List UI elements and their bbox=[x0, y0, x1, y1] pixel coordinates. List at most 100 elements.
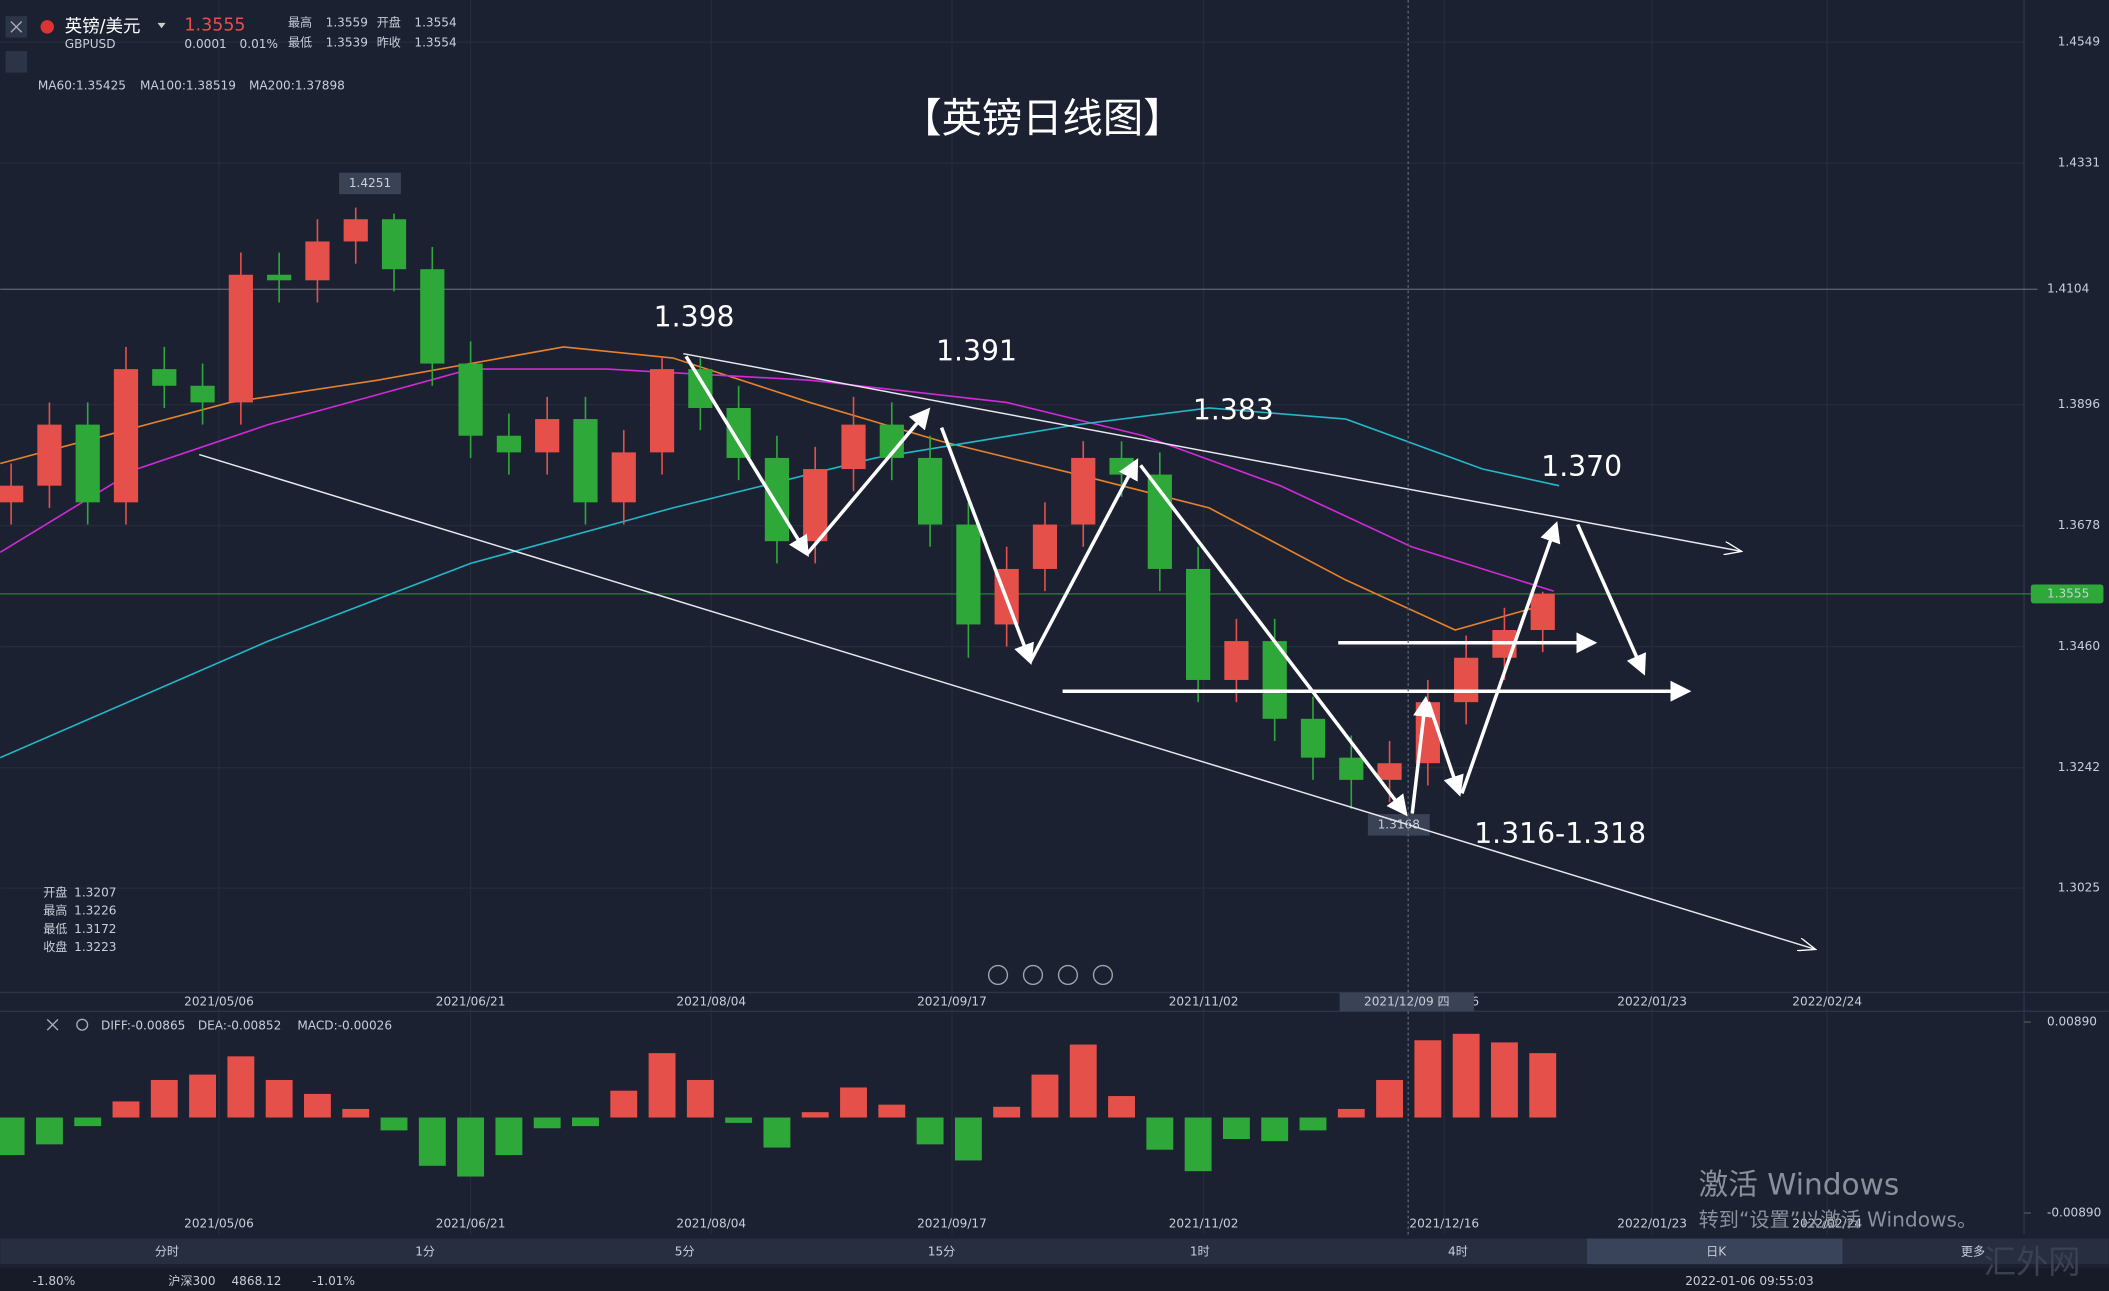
status-bar bbox=[0, 1268, 2109, 1291]
ohlc-label: 最高 bbox=[43, 903, 67, 918]
ohlc-label: 收盘 bbox=[43, 939, 67, 954]
x-tick-label: 2021/09/17 bbox=[917, 994, 987, 1008]
macd-bar bbox=[457, 1117, 485, 1177]
trendline bbox=[683, 352, 1741, 552]
candle-body bbox=[1300, 718, 1326, 758]
candle-body bbox=[688, 369, 713, 408]
macd-bar bbox=[303, 1093, 331, 1118]
macd-bar bbox=[112, 1101, 140, 1118]
arrow bbox=[684, 355, 809, 558]
macd-bar bbox=[1146, 1117, 1174, 1150]
toolbar-active bbox=[1587, 1238, 1843, 1265]
toolbar-item[interactable]: 1分 bbox=[415, 1245, 435, 1259]
low: 1.3539 bbox=[326, 36, 368, 50]
macd-bar bbox=[1529, 1053, 1557, 1118]
change-pct: 0.01% bbox=[240, 37, 278, 51]
macd-bar bbox=[878, 1104, 906, 1118]
toolbar-item[interactable]: 1时 bbox=[1190, 1245, 1210, 1259]
settings-icon[interactable] bbox=[76, 1018, 89, 1031]
toolbar-item[interactable]: 15分 bbox=[928, 1245, 955, 1259]
ohlc-value: 1.3172 bbox=[74, 922, 116, 936]
draw-icon[interactable] bbox=[5, 51, 28, 73]
status-text: -1.80% bbox=[32, 1274, 75, 1288]
candle-body bbox=[381, 219, 407, 270]
annotation: 1.398 bbox=[654, 301, 735, 334]
zoom-controls bbox=[987, 964, 1113, 986]
macd-bar bbox=[1108, 1096, 1135, 1118]
macd-legend: DIFF:-0.00865 bbox=[101, 1019, 185, 1033]
candle-body bbox=[573, 419, 598, 503]
symbol-name[interactable]: 英镑/美元 bbox=[65, 17, 141, 37]
x-tick-label: 2021/08/04 bbox=[676, 994, 746, 1008]
toolbar-item[interactable]: 5分 bbox=[675, 1245, 695, 1259]
watermark: 汇外网 bbox=[1984, 1243, 2081, 1281]
label: 开盘 bbox=[377, 14, 401, 29]
macd-bar bbox=[763, 1117, 791, 1148]
macd-bar bbox=[954, 1117, 982, 1161]
y-tick-label: 1.3025 bbox=[2058, 881, 2100, 895]
label: 最低 bbox=[288, 36, 312, 50]
toolbar-item[interactable]: 分时 bbox=[155, 1245, 179, 1259]
candle-body bbox=[1377, 763, 1402, 780]
toolbar-item[interactable]: 更多 bbox=[1961, 1245, 1985, 1259]
arrow bbox=[1426, 701, 1464, 797]
y-tick-label: 1.3896 bbox=[2058, 397, 2100, 411]
macd-bar bbox=[610, 1090, 638, 1118]
next[interactable] bbox=[1057, 964, 1079, 986]
candle-body bbox=[1186, 568, 1211, 680]
macd-bar bbox=[265, 1079, 293, 1118]
dropdown[interactable] bbox=[157, 22, 166, 29]
x-tick-label: 2021/09/17 bbox=[917, 1216, 987, 1230]
candle-body bbox=[803, 469, 828, 542]
label: 昨收 bbox=[377, 36, 401, 50]
candle-body bbox=[75, 424, 100, 503]
grid bbox=[0, 0, 2024, 1235]
candle-body bbox=[37, 424, 62, 486]
zoom-out[interactable] bbox=[987, 964, 1009, 986]
ohlc-label: 开盘 bbox=[43, 884, 67, 899]
high: 1.3559 bbox=[326, 15, 368, 29]
macd-bar bbox=[150, 1079, 178, 1118]
candle-body bbox=[267, 274, 292, 281]
candle-body bbox=[0, 485, 24, 503]
macd-bar bbox=[1069, 1044, 1097, 1118]
x-tick-label: 2021/05/06 bbox=[184, 1216, 254, 1230]
candle-body bbox=[190, 385, 215, 403]
ma-line bbox=[0, 368, 1554, 592]
toolbar-item[interactable]: 4时 bbox=[1448, 1245, 1468, 1259]
x-tick-label: 2021/08/04 bbox=[676, 1216, 746, 1230]
candle-body bbox=[917, 457, 943, 525]
macd-bar bbox=[1222, 1117, 1250, 1139]
prev[interactable] bbox=[1022, 964, 1044, 986]
watermark: 激活 Windows bbox=[1699, 1168, 1900, 1202]
macd-bar bbox=[648, 1053, 676, 1118]
price-tag bbox=[339, 172, 401, 195]
close-icon[interactable] bbox=[46, 1018, 59, 1031]
macd-bar bbox=[189, 1074, 217, 1118]
macd-legend: MACD:-0.00026 bbox=[297, 1019, 392, 1033]
legend-entry: MA200:1.37898 bbox=[249, 79, 345, 93]
candle-body bbox=[611, 452, 636, 503]
ref-label: 1.4104 bbox=[2047, 282, 2090, 296]
macd-bar bbox=[342, 1108, 370, 1118]
last-price: 1.3555 bbox=[184, 16, 245, 36]
toolbar-item[interactable]: 日K bbox=[1706, 1245, 1727, 1259]
candle-body bbox=[649, 369, 675, 453]
price-tag bbox=[1367, 814, 1430, 836]
zoom-in[interactable] bbox=[1092, 964, 1113, 986]
macd-bar bbox=[1452, 1033, 1480, 1118]
macd-bar bbox=[1261, 1117, 1289, 1142]
candle-body bbox=[1339, 757, 1364, 780]
macd-bar bbox=[993, 1106, 1021, 1118]
candle-body bbox=[1530, 593, 1555, 630]
ma-line bbox=[0, 407, 1560, 759]
annotation: 1.383 bbox=[1193, 394, 1274, 427]
candle-body bbox=[1071, 457, 1096, 525]
macd-bar bbox=[0, 1117, 25, 1156]
candle-body bbox=[764, 457, 790, 542]
candle-body bbox=[228, 274, 253, 403]
ohlc-value: 1.3223 bbox=[74, 940, 116, 954]
y-tick-label: -0.00890 bbox=[2047, 1206, 2101, 1220]
price-tag-label: 1.3168 bbox=[1378, 817, 1420, 831]
toolbar-items: 分时 1分 5分 15分 1时 4时 日K 更多 bbox=[155, 1245, 1985, 1259]
